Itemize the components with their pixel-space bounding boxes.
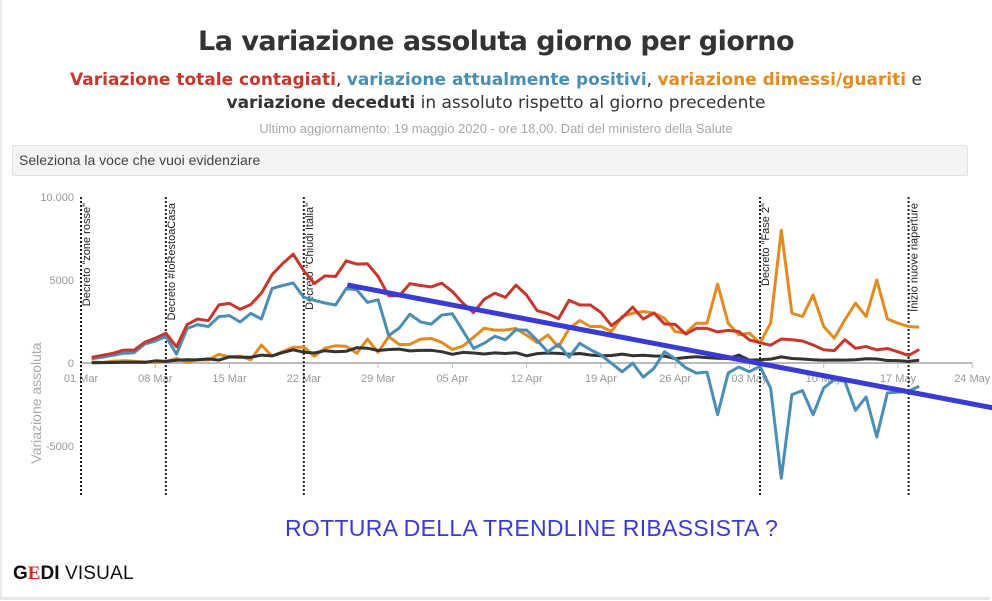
legend-total-cases[interactable]: Variazione totale contagiati	[70, 70, 336, 90]
event-label: Inizio nuove riaperture	[909, 203, 921, 312]
x-tick-label: 15 Mar	[212, 373, 247, 385]
logo-di: DI	[40, 563, 60, 584]
trendline-annotation: ROTTURA DELLA TRENDLINE RIBASSISTA ?	[285, 515, 779, 541]
subtitle-sep: e	[906, 70, 922, 90]
x-tick-label: 19 Apr	[585, 373, 617, 385]
logo-e: E	[27, 563, 41, 584]
update-note: Ultimo aggiornamento: 19 maggio 2020 - o…	[259, 121, 733, 136]
x-tick-label: 03 May	[731, 373, 768, 385]
event-label: Decreto #IoRestoaCasa	[166, 202, 178, 320]
y-tick-label: 10.000	[40, 192, 74, 204]
logo-visual: VISUAL	[59, 563, 134, 584]
select-placeholder: Seleziona la voce che vuoi evidenziare	[19, 152, 261, 168]
page-title: La variazione assoluta giorno per giorno	[198, 26, 795, 57]
logo-g: G	[13, 563, 28, 584]
trendline	[346, 282, 992, 411]
legend-discharged[interactable]: variazione dimessi/guariti	[657, 70, 907, 90]
event-label: Decreto "Fase 2"	[760, 203, 772, 286]
series-line-variazione-totale-contagiati	[91, 252, 920, 359]
series-highlight-select[interactable]: Seleziona la voce che vuoi evidenziare	[12, 145, 968, 176]
x-tick-label: 17 May	[880, 373, 917, 385]
x-tick-label: 29 Mar	[361, 373, 396, 385]
x-tick-label: 24 May	[954, 373, 991, 385]
x-tick-label: 12 Apr	[511, 373, 543, 385]
y-tick-label: -5000	[46, 441, 74, 453]
event-label: Decreto "zone rosse"	[81, 203, 93, 306]
legend-active-positives[interactable]: variazione attualmente positivi	[346, 70, 647, 90]
event-label: Decreto "Chiudi Italia"	[304, 203, 316, 310]
series-line-variazione-attualmente-positivi	[91, 281, 920, 480]
legend-deaths[interactable]: variazione deceduti	[226, 93, 416, 113]
subtitle-sep: ,	[646, 70, 658, 90]
x-tick-label: 26 Apr	[659, 373, 691, 385]
x-tick-label: 08 Mar	[138, 373, 173, 385]
series-line-variazione-deceduti	[91, 346, 920, 365]
subtitle-sep: ,	[335, 70, 347, 90]
y-tick-label: 0	[68, 358, 74, 370]
y-tick-label: 5000	[50, 275, 74, 287]
subtitle-rest: in assoluto rispetto al giorno precedent…	[415, 93, 766, 113]
subtitle: Variazione totale contagiati, variazione…	[20, 69, 972, 115]
y-axis-label: Variazione assoluta	[28, 342, 44, 463]
x-tick-label: 05 Apr	[436, 373, 468, 385]
gedi-visual-logo: GEDI VISUAL	[13, 563, 134, 585]
